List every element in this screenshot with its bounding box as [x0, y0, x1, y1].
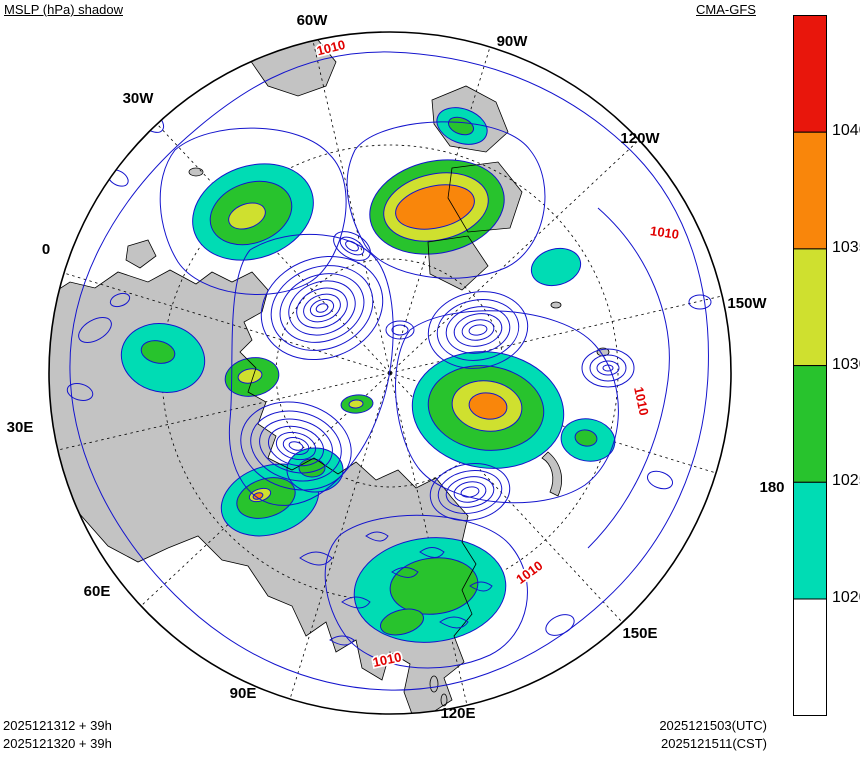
colorbar-label-1025: 1025 — [832, 472, 860, 489]
lon-label-60w: 60W — [297, 12, 329, 29]
lon-label-30e: 30E — [7, 419, 34, 436]
colorbar-label-1040: 1040 — [832, 122, 860, 139]
colorbar-swatch-1040plus — [793, 15, 827, 133]
pressure-fill-layer — [120, 107, 616, 643]
contour-label-1010: 1010 — [649, 223, 680, 242]
model-name-label: CMA-GFS — [696, 2, 756, 17]
colorbar — [793, 15, 827, 716]
valid-time-block: 2025121503(UTC) 2025121511(CST) — [615, 717, 767, 753]
init-time-line-1: 2025121312 + 39h — [3, 718, 112, 733]
colorbar-swatch-1025 — [793, 365, 827, 483]
colorbar-label-1035: 1035 — [832, 239, 860, 256]
chart-title: MSLP (hPa) shadow — [4, 2, 123, 17]
longitude-labels: 60W 90W 120W 150W 180 150E 120E 90E 60E … — [7, 12, 785, 722]
colorbar-swatch-1030 — [793, 248, 827, 367]
polar-map: 60W 90W 120W 150W 180 150E 120E 90E 60E … — [7, 12, 785, 722]
colorbar-label-1030: 1030 — [832, 356, 860, 373]
lon-label-60e: 60E — [84, 583, 111, 600]
lon-label-30w: 30W — [123, 90, 155, 107]
lon-label-0: 0 — [42, 241, 50, 258]
lon-label-90e: 90E — [230, 685, 257, 702]
isobar-layer — [66, 51, 712, 691]
lon-label-90w: 90W — [497, 33, 529, 50]
lon-label-180: 180 — [759, 479, 784, 496]
init-time-block: 2025121312 + 39h 2025121320 + 39h — [3, 717, 112, 753]
lon-label-150e: 150E — [622, 625, 657, 642]
colorbar-swatch-1035 — [793, 131, 827, 250]
valid-time-utc: 2025121503(UTC) — [659, 718, 767, 733]
colorbar-swatch-1020 — [793, 481, 827, 600]
init-time-line-2: 2025121320 + 39h — [3, 736, 112, 751]
valid-time-cst: 2025121511(CST) — [661, 736, 767, 751]
map-boundary-circle — [48, 31, 732, 715]
colorbar-label-1020: 1020 — [832, 589, 860, 606]
colorbar-swatch-below-1020 — [793, 598, 827, 716]
lon-label-150w: 150W — [727, 295, 767, 312]
lon-label-120w: 120W — [620, 130, 660, 147]
lon-label-120e: 120E — [440, 705, 475, 722]
